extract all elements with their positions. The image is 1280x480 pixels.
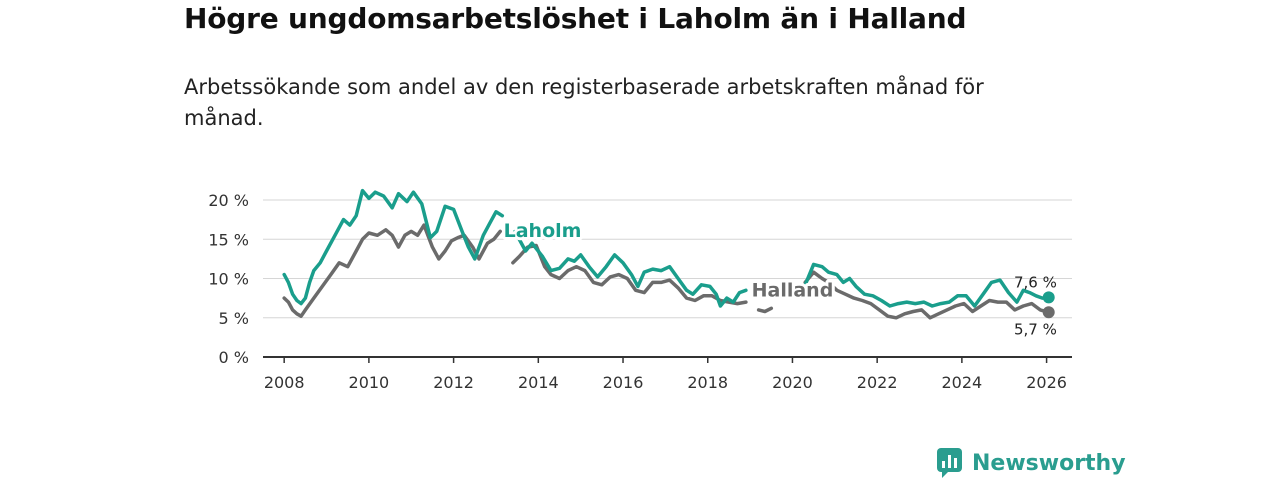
- y-tick-label: 20 %: [208, 191, 249, 210]
- end-value-label-halland: 5,7 %: [1014, 320, 1057, 338]
- x-tick-label: 2012: [433, 373, 474, 392]
- series-name-label-laholm: Laholm: [504, 220, 582, 242]
- y-tick-label: 0 %: [219, 348, 249, 367]
- brand-name: Newsworthy: [972, 450, 1126, 476]
- chart-labels: 7,6 % 5,7 % Laholm Halland: [501, 217, 1057, 338]
- gridlines: [263, 199, 1072, 319]
- axes: 0 % 5 % 10 % 15 % 20 % 2008 2010 2012 2014 2016 20…: [208, 191, 1072, 392]
- end-value-label-laholm: 7,6 %: [1014, 273, 1057, 291]
- newsworthy-logo-icon: [937, 448, 962, 478]
- x-tick-label: 2024: [942, 373, 983, 392]
- y-tick-label: 15 %: [208, 230, 249, 249]
- x-tick-label: 2026: [1026, 373, 1067, 392]
- series-lines: [282, 188, 1055, 320]
- y-tick-label: 10 %: [208, 270, 249, 289]
- y-tick-label: 5 %: [219, 309, 249, 328]
- x-tick-label: 2016: [603, 373, 644, 392]
- series-endpoint-halland: [1042, 306, 1055, 319]
- x-tick-label: 2018: [687, 373, 728, 392]
- series-line-halland: [282, 223, 1051, 320]
- series-endpoint-laholm: [1042, 291, 1055, 304]
- series-line-laholm: [282, 188, 1051, 308]
- x-tick-label: 2008: [264, 373, 305, 392]
- chart-subtitle: Arbetssökande som andel av den registerb…: [184, 75, 984, 130]
- series-name-label-halland: Halland: [752, 280, 834, 302]
- x-tick-label: 2010: [349, 373, 390, 392]
- x-tick-label: 2014: [518, 373, 559, 392]
- brand-logo[interactable]: Newsworthy: [936, 446, 1126, 480]
- x-tick-label: 2022: [857, 373, 898, 392]
- chart-title: Högre ungdomsarbetslöshet i Laholm än i …: [184, 2, 967, 35]
- x-tick-label: 2020: [772, 373, 813, 392]
